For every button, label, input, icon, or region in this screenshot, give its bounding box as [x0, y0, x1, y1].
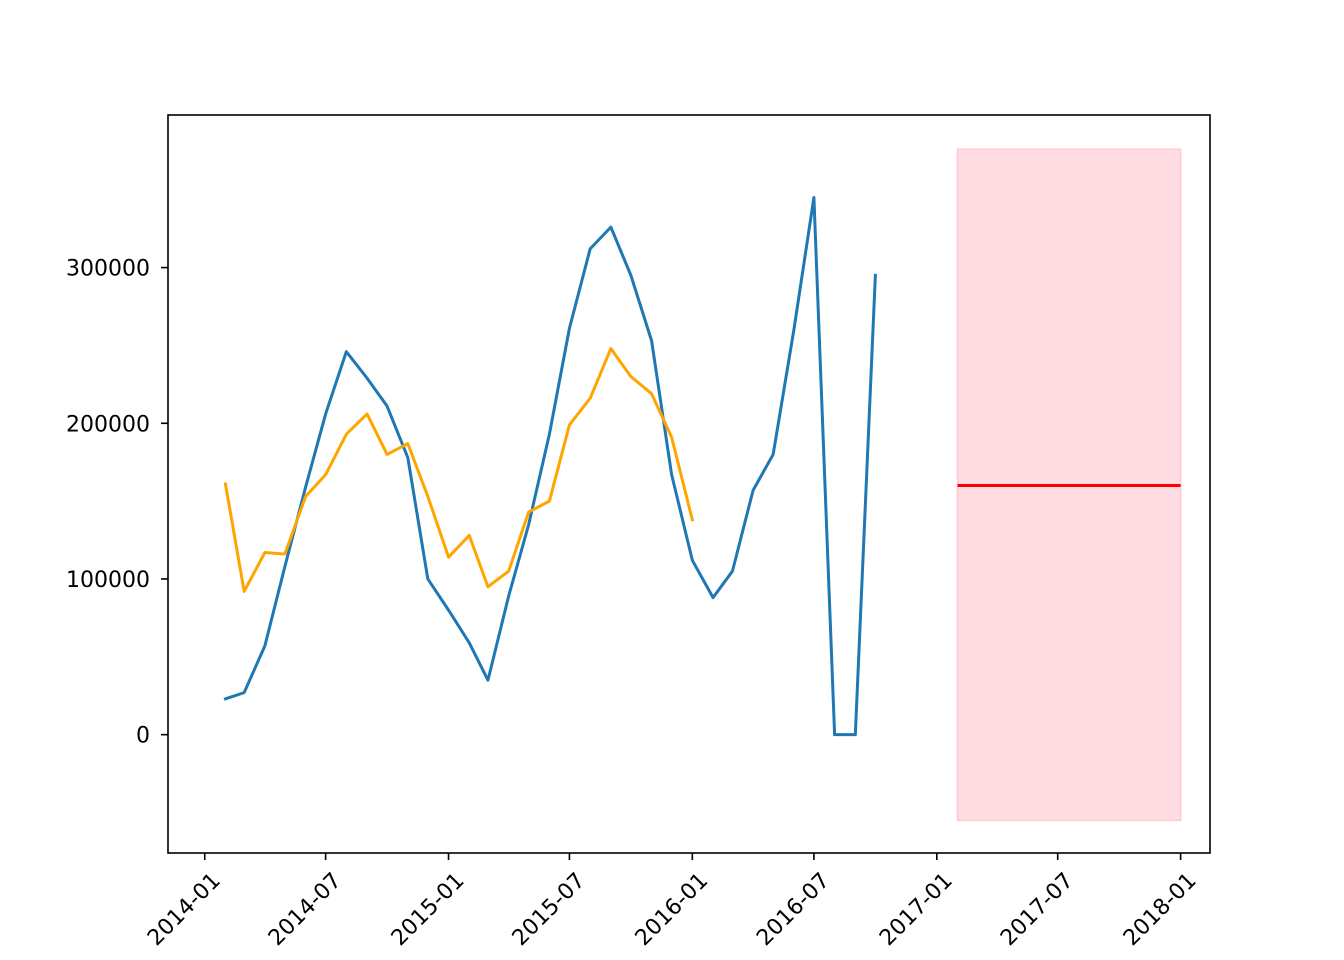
- series-2-point: [366, 412, 369, 415]
- series-1-point: [650, 339, 653, 342]
- series-2-point: [263, 551, 266, 554]
- y-axis: 0 100000 200000 300000: [66, 257, 168, 749]
- y-tick-label: 100000: [66, 568, 150, 593]
- series-2-point: [224, 483, 227, 486]
- series-1-point: [224, 697, 227, 700]
- series-1-point: [386, 405, 389, 408]
- series-1-point: [507, 595, 510, 598]
- series-1-point: [854, 733, 857, 736]
- series-1-point: [772, 453, 775, 456]
- series-2-point: [486, 585, 489, 588]
- plot-frame: [167, 114, 1211, 854]
- series-2-line: [223, 347, 695, 593]
- y-tick-label: 200000: [66, 412, 150, 437]
- series-1-point: [670, 473, 673, 476]
- series-2-point: [386, 453, 389, 456]
- series-1-point: [568, 327, 571, 330]
- series-1-point: [691, 559, 694, 562]
- series-2-point: [243, 590, 246, 593]
- y-tick-label: 0: [136, 724, 150, 749]
- series-2-point: [589, 397, 592, 400]
- series-2-point: [468, 534, 471, 537]
- series-1-point: [833, 733, 836, 736]
- series-1-point: [589, 247, 592, 250]
- series-1-point: [406, 456, 409, 459]
- series-2-point: [548, 500, 551, 503]
- series-1-point: [609, 226, 612, 229]
- series-1-point: [345, 350, 348, 353]
- series-2-point: [447, 556, 450, 559]
- series-1-point: [752, 489, 755, 492]
- series-2-point: [691, 518, 694, 521]
- series-2-point: [527, 511, 530, 514]
- series-1-point: [263, 644, 266, 647]
- series-1-point: [324, 412, 327, 415]
- series-1-point: [792, 328, 795, 331]
- series-1-point: [366, 377, 369, 380]
- series-2-point: [426, 495, 429, 498]
- series-2-point: [670, 436, 673, 439]
- series-1-point: [548, 433, 551, 436]
- series-1-point: [283, 565, 286, 568]
- y-tick-label: 300000: [66, 257, 150, 282]
- series-2-point: [650, 392, 653, 395]
- series-2-point: [283, 553, 286, 556]
- series-2-point: [304, 495, 307, 498]
- series-2-point: [568, 423, 571, 426]
- series-1-point: [527, 523, 530, 526]
- series-2-point: [629, 375, 632, 378]
- series-1-point: [629, 274, 632, 277]
- series-1-point: [468, 641, 471, 644]
- series-layer: [223, 196, 877, 737]
- series-2-point: [406, 442, 409, 445]
- series-1-point: [447, 609, 450, 612]
- series-1-point: [243, 691, 246, 694]
- series-1-point: [486, 679, 489, 682]
- series-1-line: [223, 196, 877, 737]
- series-2-point: [324, 473, 327, 476]
- series-1-point: [304, 486, 307, 489]
- series-2-point: [609, 347, 612, 350]
- series-1-point: [731, 570, 734, 573]
- series-2-point: [345, 433, 348, 436]
- series-1-point: [874, 274, 877, 277]
- series-1-point: [426, 577, 429, 580]
- series-2-point: [507, 570, 510, 573]
- series-1-point: [712, 596, 715, 599]
- series-1-point: [812, 196, 815, 199]
